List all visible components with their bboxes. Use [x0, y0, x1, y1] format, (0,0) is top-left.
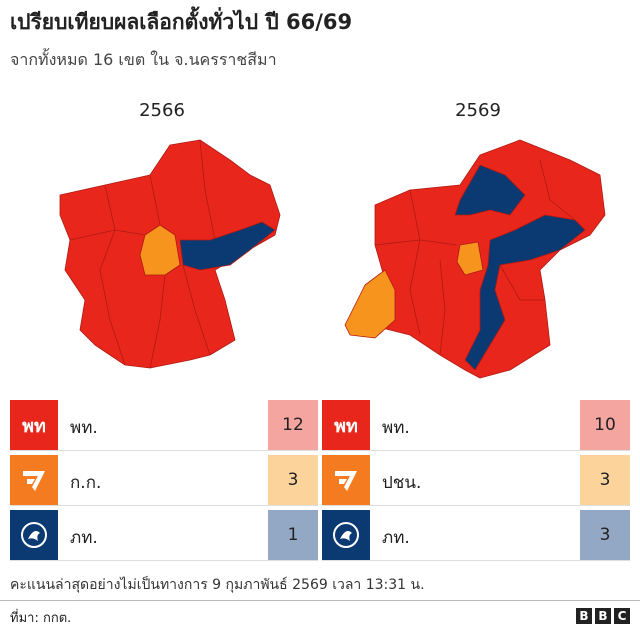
- party-name: ปชน.: [382, 473, 422, 493]
- seat-count: 3: [268, 455, 318, 505]
- table-row: ภท. 1: [10, 510, 318, 561]
- results-table: พท พท. 12 ก.ก. 3 ภท. 1: [10, 400, 318, 565]
- party-logo: [10, 455, 58, 505]
- party-logo: [322, 455, 370, 505]
- seat-count: 12: [268, 400, 318, 450]
- seat-count: 1: [268, 510, 318, 560]
- party-logo: พท: [10, 400, 58, 450]
- party-logo: [10, 510, 58, 560]
- title: เปรียบเทียบผลเลือกตั้งทั่วไป ปี 66/69: [10, 10, 353, 34]
- party-logo: พท: [322, 400, 370, 450]
- results-table: พท พท. 10 ปชน. 3 ภท. 3: [322, 400, 630, 565]
- subtitle: จากทั้งหมด 16 เขต ใน จ.นครราชสีมา: [10, 50, 277, 69]
- table-row: พท พท. 12: [10, 400, 318, 451]
- party-logo: [322, 510, 370, 560]
- table-row: ปชน. 3: [322, 455, 630, 506]
- seat-count: 3: [580, 455, 630, 505]
- map-region: [464, 214, 586, 371]
- map-region: [456, 241, 484, 276]
- seat-count: 3: [580, 510, 630, 560]
- table-row: ภท. 3: [322, 510, 630, 561]
- table-row: ก.ก. 3: [10, 455, 318, 506]
- divider: [0, 600, 640, 601]
- brand-letter: B: [595, 608, 611, 624]
- party-name: พท.: [382, 418, 410, 438]
- party-name: ภท.: [382, 528, 410, 548]
- party-name: พท.: [70, 418, 98, 438]
- map-region: [139, 224, 181, 276]
- map-year: 2566: [139, 100, 185, 121]
- map-region: [179, 221, 276, 271]
- party-name: ภท.: [70, 528, 98, 548]
- brand-letter: B: [576, 608, 592, 624]
- brand-letter: C: [614, 608, 630, 624]
- table-row: พท พท. 10: [322, 400, 630, 451]
- map-year: 2569: [455, 100, 501, 121]
- maps: [59, 139, 606, 379]
- map-region: [454, 164, 526, 216]
- party-name: ก.ก.: [70, 473, 102, 493]
- seat-count: 10: [580, 400, 630, 450]
- source: ที่มา: กกต.: [10, 611, 72, 626]
- map-region: [344, 269, 396, 339]
- note: คะแนนล่าสุดอย่างไม่เป็นทางการ 9 กุมภาพัน…: [10, 577, 425, 593]
